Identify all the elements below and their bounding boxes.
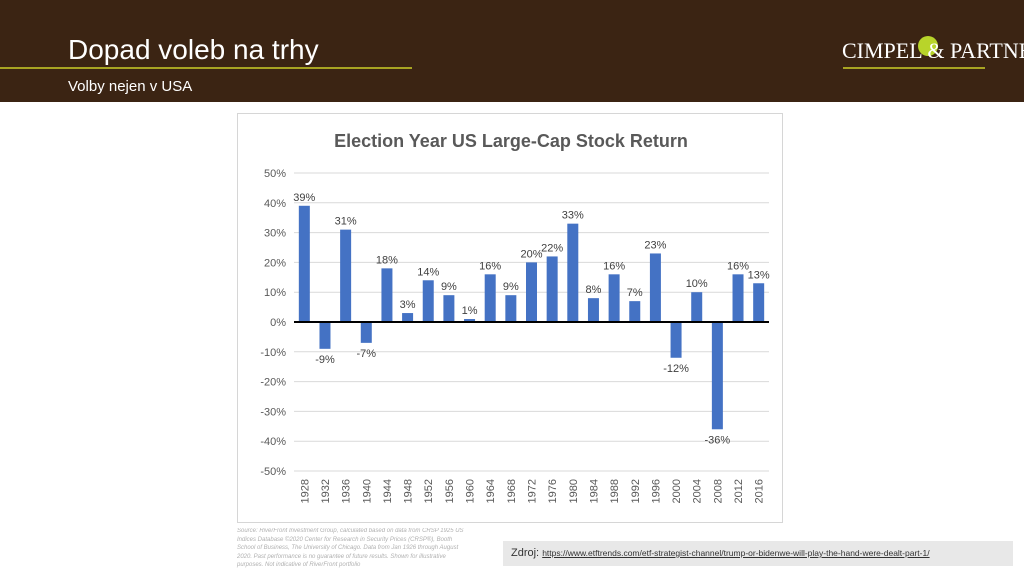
x-tick-label: 2008 — [712, 479, 724, 503]
bar — [381, 268, 393, 322]
source-link[interactable]: https://www.etftrends.com/etf-strategist… — [542, 548, 930, 558]
source-label: Zdroj: — [511, 547, 540, 559]
data-label: -36% — [705, 434, 731, 446]
data-label: -9% — [315, 354, 335, 366]
data-label: 33% — [562, 210, 584, 222]
y-tick-label: 20% — [264, 257, 286, 269]
chart-container: Election Year US Large-Cap Stock Return 5… — [237, 113, 783, 523]
bar — [484, 274, 496, 322]
bar — [711, 322, 723, 430]
data-label: 14% — [417, 266, 439, 278]
bar — [422, 280, 434, 322]
bar — [567, 223, 579, 322]
bar — [526, 262, 537, 322]
y-tick-label: -30% — [260, 406, 286, 418]
logo-leaf-icon — [918, 36, 938, 56]
y-tick-label: 10% — [264, 287, 286, 299]
y-tick-label: 30% — [264, 228, 286, 240]
bar — [629, 301, 641, 322]
logo-underline — [843, 67, 985, 69]
bar — [732, 274, 744, 322]
x-tick-label: 2012 — [733, 479, 745, 503]
y-tick-label: 50% — [264, 168, 286, 180]
x-tick-label: 2016 — [754, 479, 766, 503]
x-tick-label: 1964 — [485, 479, 497, 503]
x-tick-label: 1976 — [547, 479, 559, 503]
bar — [402, 313, 414, 322]
y-tick-label: 0% — [270, 317, 286, 329]
data-label: 23% — [644, 239, 666, 251]
x-tick-label: 1940 — [361, 479, 373, 503]
x-tick-label: 1936 — [341, 479, 353, 503]
x-tick-label: 1960 — [465, 479, 477, 503]
slide-title: Dopad voleb na trhy — [68, 34, 319, 65]
x-tick-label: 2000 — [671, 479, 683, 503]
bar — [464, 319, 476, 322]
x-tick-label: 1992 — [630, 479, 642, 503]
bar — [670, 322, 682, 358]
data-label: 39% — [293, 192, 315, 204]
bar — [360, 322, 372, 343]
title-underline — [0, 67, 412, 69]
data-label: 8% — [586, 284, 602, 296]
data-label: 3% — [400, 299, 416, 311]
data-label: 16% — [603, 260, 625, 272]
x-tick-label: 1984 — [588, 479, 600, 503]
bar — [608, 274, 620, 322]
x-tick-label: 1948 — [403, 479, 415, 503]
slide-subtitle: Volby nejen v USA — [68, 78, 193, 95]
x-tick-label: 1956 — [444, 479, 456, 503]
x-tick-label: 2004 — [692, 479, 704, 503]
x-tick-label: 1980 — [568, 479, 580, 503]
chart-title: Election Year US Large-Cap Stock Return — [334, 131, 688, 151]
y-tick-label: -20% — [260, 377, 286, 389]
y-tick-label: -50% — [260, 466, 286, 478]
company-logo: CIMPEL & PARTNEŘI — [842, 38, 1024, 63]
data-label: -12% — [663, 363, 689, 375]
data-label: 10% — [686, 278, 708, 290]
source-note: Source: RiverFront Investment Group, cal… — [237, 528, 464, 568]
data-label: 7% — [627, 287, 643, 299]
data-label: 9% — [441, 281, 457, 293]
data-label: 31% — [335, 216, 357, 228]
bar — [340, 229, 352, 322]
data-label: 22% — [541, 242, 563, 254]
bar — [649, 253, 661, 322]
bar — [298, 205, 310, 322]
x-tick-label: 1932 — [320, 479, 332, 503]
data-label: 1% — [462, 305, 478, 317]
source-box: Zdroj: https://www.etftrends.com/etf-str… — [503, 541, 1013, 566]
x-tick-label: 1928 — [299, 479, 311, 503]
x-tick-label: 1996 — [650, 479, 662, 503]
data-label: 16% — [479, 260, 501, 272]
data-label: 20% — [520, 248, 542, 260]
bar — [587, 298, 599, 322]
bar — [753, 283, 765, 322]
bar-chart: Election Year US Large-Cap Stock Return 5… — [260, 131, 770, 503]
bar — [691, 292, 703, 322]
bar — [546, 256, 558, 322]
data-label: -7% — [357, 348, 377, 360]
y-tick-label: 40% — [264, 198, 286, 210]
data-label: 18% — [376, 254, 398, 266]
header-banner: Dopad voleb na trhy Volby nejen v USA CI… — [0, 0, 1024, 102]
data-label: 13% — [748, 269, 770, 281]
y-tick-label: -40% — [260, 436, 286, 448]
x-tick-label: 1952 — [423, 479, 435, 503]
data-label: 9% — [503, 281, 519, 293]
bar — [319, 322, 331, 349]
x-tick-label: 1944 — [382, 479, 394, 503]
x-tick-label: 1968 — [506, 479, 518, 503]
x-tick-label: 1972 — [527, 479, 539, 503]
bar — [505, 295, 517, 322]
bar — [443, 295, 455, 322]
data-label: 16% — [727, 260, 749, 272]
y-tick-label: -10% — [260, 347, 286, 359]
x-tick-label: 1988 — [609, 479, 621, 503]
